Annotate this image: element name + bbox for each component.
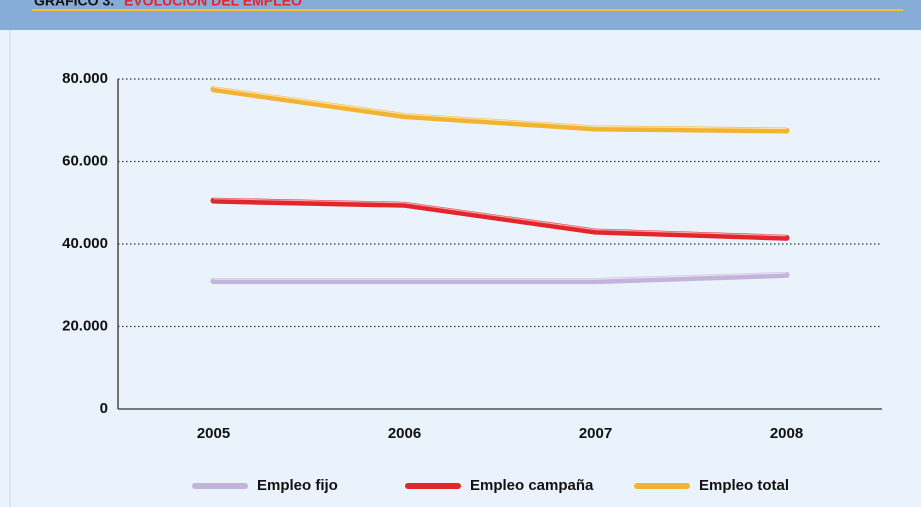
header-band [0, 0, 921, 30]
x-tick-label: 2005 [197, 425, 230, 442]
x-tick-label: 2007 [579, 425, 612, 442]
x-tick-label: 2006 [388, 425, 421, 442]
y-tick-label: 40.000 [62, 235, 108, 252]
series-highlight [213, 86, 787, 130]
y-tick-label: 80.000 [62, 70, 108, 87]
series-line [210, 271, 790, 285]
y-tick-label: 20.000 [62, 317, 108, 334]
series-line [210, 86, 790, 134]
series-line [210, 197, 790, 241]
legend-label: Empleo campaña [470, 477, 594, 494]
chart-title: GRÁFICO 3. [34, 0, 114, 9]
series-highlight [213, 198, 787, 237]
legend-label: Empleo total [699, 477, 789, 494]
legend-label: Empleo fijo [257, 477, 338, 494]
chart-subtitle: EVOLUCIÓN DEL EMPLEO [124, 0, 302, 9]
y-tick-label: 0 [100, 400, 108, 417]
y-tick-label: 60.000 [62, 152, 108, 169]
series-highlight [213, 272, 787, 280]
x-tick-label: 2008 [770, 425, 803, 442]
